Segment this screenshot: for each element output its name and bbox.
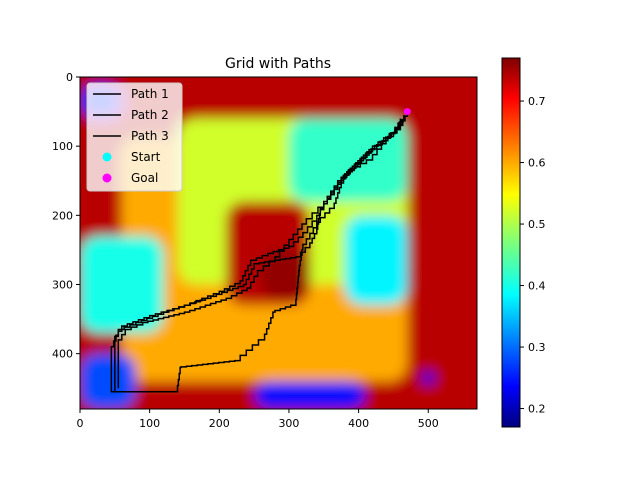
y-tick-label: 400 [52, 348, 73, 361]
colorbar-tick-label: 0.6 [528, 157, 546, 170]
x-tick-label: 300 [278, 417, 299, 430]
colorbar-tick-label: 0.2 [528, 403, 546, 416]
heatmap [80, 77, 477, 409]
legend-label: Path 1 [131, 87, 169, 101]
legend-marker-swatch [102, 152, 112, 162]
heatmap-region [80, 236, 164, 333]
legend-box [86, 82, 183, 192]
x-tick-label: 400 [348, 417, 369, 430]
colorbar-tick-label: 0.4 [528, 280, 546, 293]
goal-marker [403, 108, 411, 116]
heatmap-region [254, 381, 366, 409]
y-axis: 0 100 200 300 400 [52, 71, 80, 361]
chart-title: Grid with Paths [225, 56, 331, 72]
colorbar-tick-label: 0.7 [528, 95, 546, 108]
colorbar-tick-label: 0.3 [528, 341, 546, 354]
path-3-line [117, 118, 402, 389]
legend-label: Goal [131, 171, 158, 185]
heatmap-region [261, 249, 310, 299]
heatmap-region [421, 370, 436, 385]
colorbar-gradient [501, 57, 521, 428]
x-tick-label: 0 [77, 417, 84, 430]
y-tick-label: 0 [66, 71, 73, 84]
y-tick-label: 100 [52, 140, 73, 153]
legend-label: Start [131, 150, 161, 164]
heatmap-region [288, 118, 408, 202]
legend: Path 1 Path 2 Path 3 Start Goal [86, 82, 183, 192]
y-tick-label: 200 [52, 209, 73, 222]
legend-marker-swatch [102, 173, 112, 183]
x-tick-label: 100 [139, 417, 160, 430]
path-1-line [110, 111, 409, 393]
heatmap-region [80, 353, 136, 409]
colorbar-tick-label: 0.5 [528, 218, 546, 231]
colorbar: 0.2 0.3 0.4 0.5 0.6 0.7 [501, 57, 546, 428]
x-axis: 0 100 200 300 400 500 [77, 409, 439, 430]
x-tick-label: 200 [209, 417, 230, 430]
y-tick-label: 300 [52, 279, 73, 292]
legend-label: Path 2 [131, 108, 169, 122]
legend-label: Path 3 [131, 129, 169, 143]
plot-frame [79, 76, 478, 410]
heatmap-region [344, 215, 408, 306]
x-tick-label: 500 [418, 417, 439, 430]
